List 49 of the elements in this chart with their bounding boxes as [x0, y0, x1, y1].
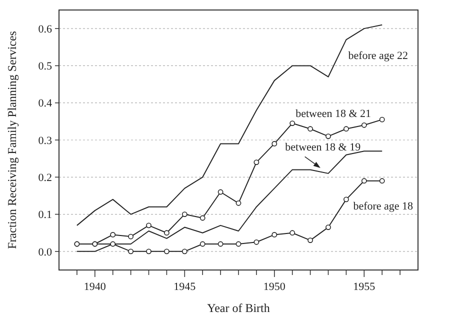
point: [344, 196, 349, 202]
point: [218, 241, 224, 247]
point: [182, 212, 188, 217]
y-tick-label: 0.3: [38, 134, 52, 147]
x-tick-label: 1945: [174, 281, 196, 293]
y-tick-label: 0.1: [38, 209, 52, 222]
annotation: before age 22: [348, 50, 408, 62]
point: [308, 126, 313, 132]
point: [164, 230, 170, 236]
point: [200, 215, 206, 221]
x-tick-label: 1950: [263, 281, 286, 293]
point: [110, 232, 116, 238]
y-tick-label: 0.4: [38, 98, 52, 110]
point: [218, 189, 224, 195]
y-tick-label: 0.0: [38, 246, 52, 258]
annotation: between 18 & 21: [296, 108, 372, 120]
y-tick-label: 0.6: [38, 23, 52, 36]
point: [379, 178, 385, 184]
point: [361, 122, 367, 128]
y-tick-label: 0.5: [38, 60, 52, 73]
point: [236, 200, 242, 206]
x-tick-label: 1940: [84, 281, 106, 293]
annotation: between 18 & 19: [285, 142, 362, 154]
point: [326, 224, 331, 230]
point: [146, 248, 152, 254]
point: [379, 116, 385, 122]
point: [110, 241, 116, 247]
point: [272, 232, 278, 238]
point: [290, 120, 296, 126]
x-tick-label: 1955: [353, 281, 376, 293]
point: [200, 241, 206, 247]
point: [344, 126, 349, 132]
point: [290, 230, 296, 236]
x-axis-title: Year of Birth: [207, 301, 270, 315]
point: [128, 248, 134, 254]
point: [326, 134, 331, 139]
point: [361, 178, 367, 184]
y-axis-title: Fraction Receiving Family Planning Services: [5, 30, 19, 249]
point: [236, 241, 242, 247]
annotation: before age 18: [353, 200, 414, 212]
point: [164, 248, 170, 254]
point: [128, 234, 134, 240]
y-tick-label: 0.2: [38, 172, 52, 184]
point: [182, 248, 188, 254]
point: [308, 238, 313, 243]
point: [254, 239, 260, 245]
point: [272, 141, 278, 146]
point: [254, 160, 260, 165]
point: [146, 222, 152, 228]
